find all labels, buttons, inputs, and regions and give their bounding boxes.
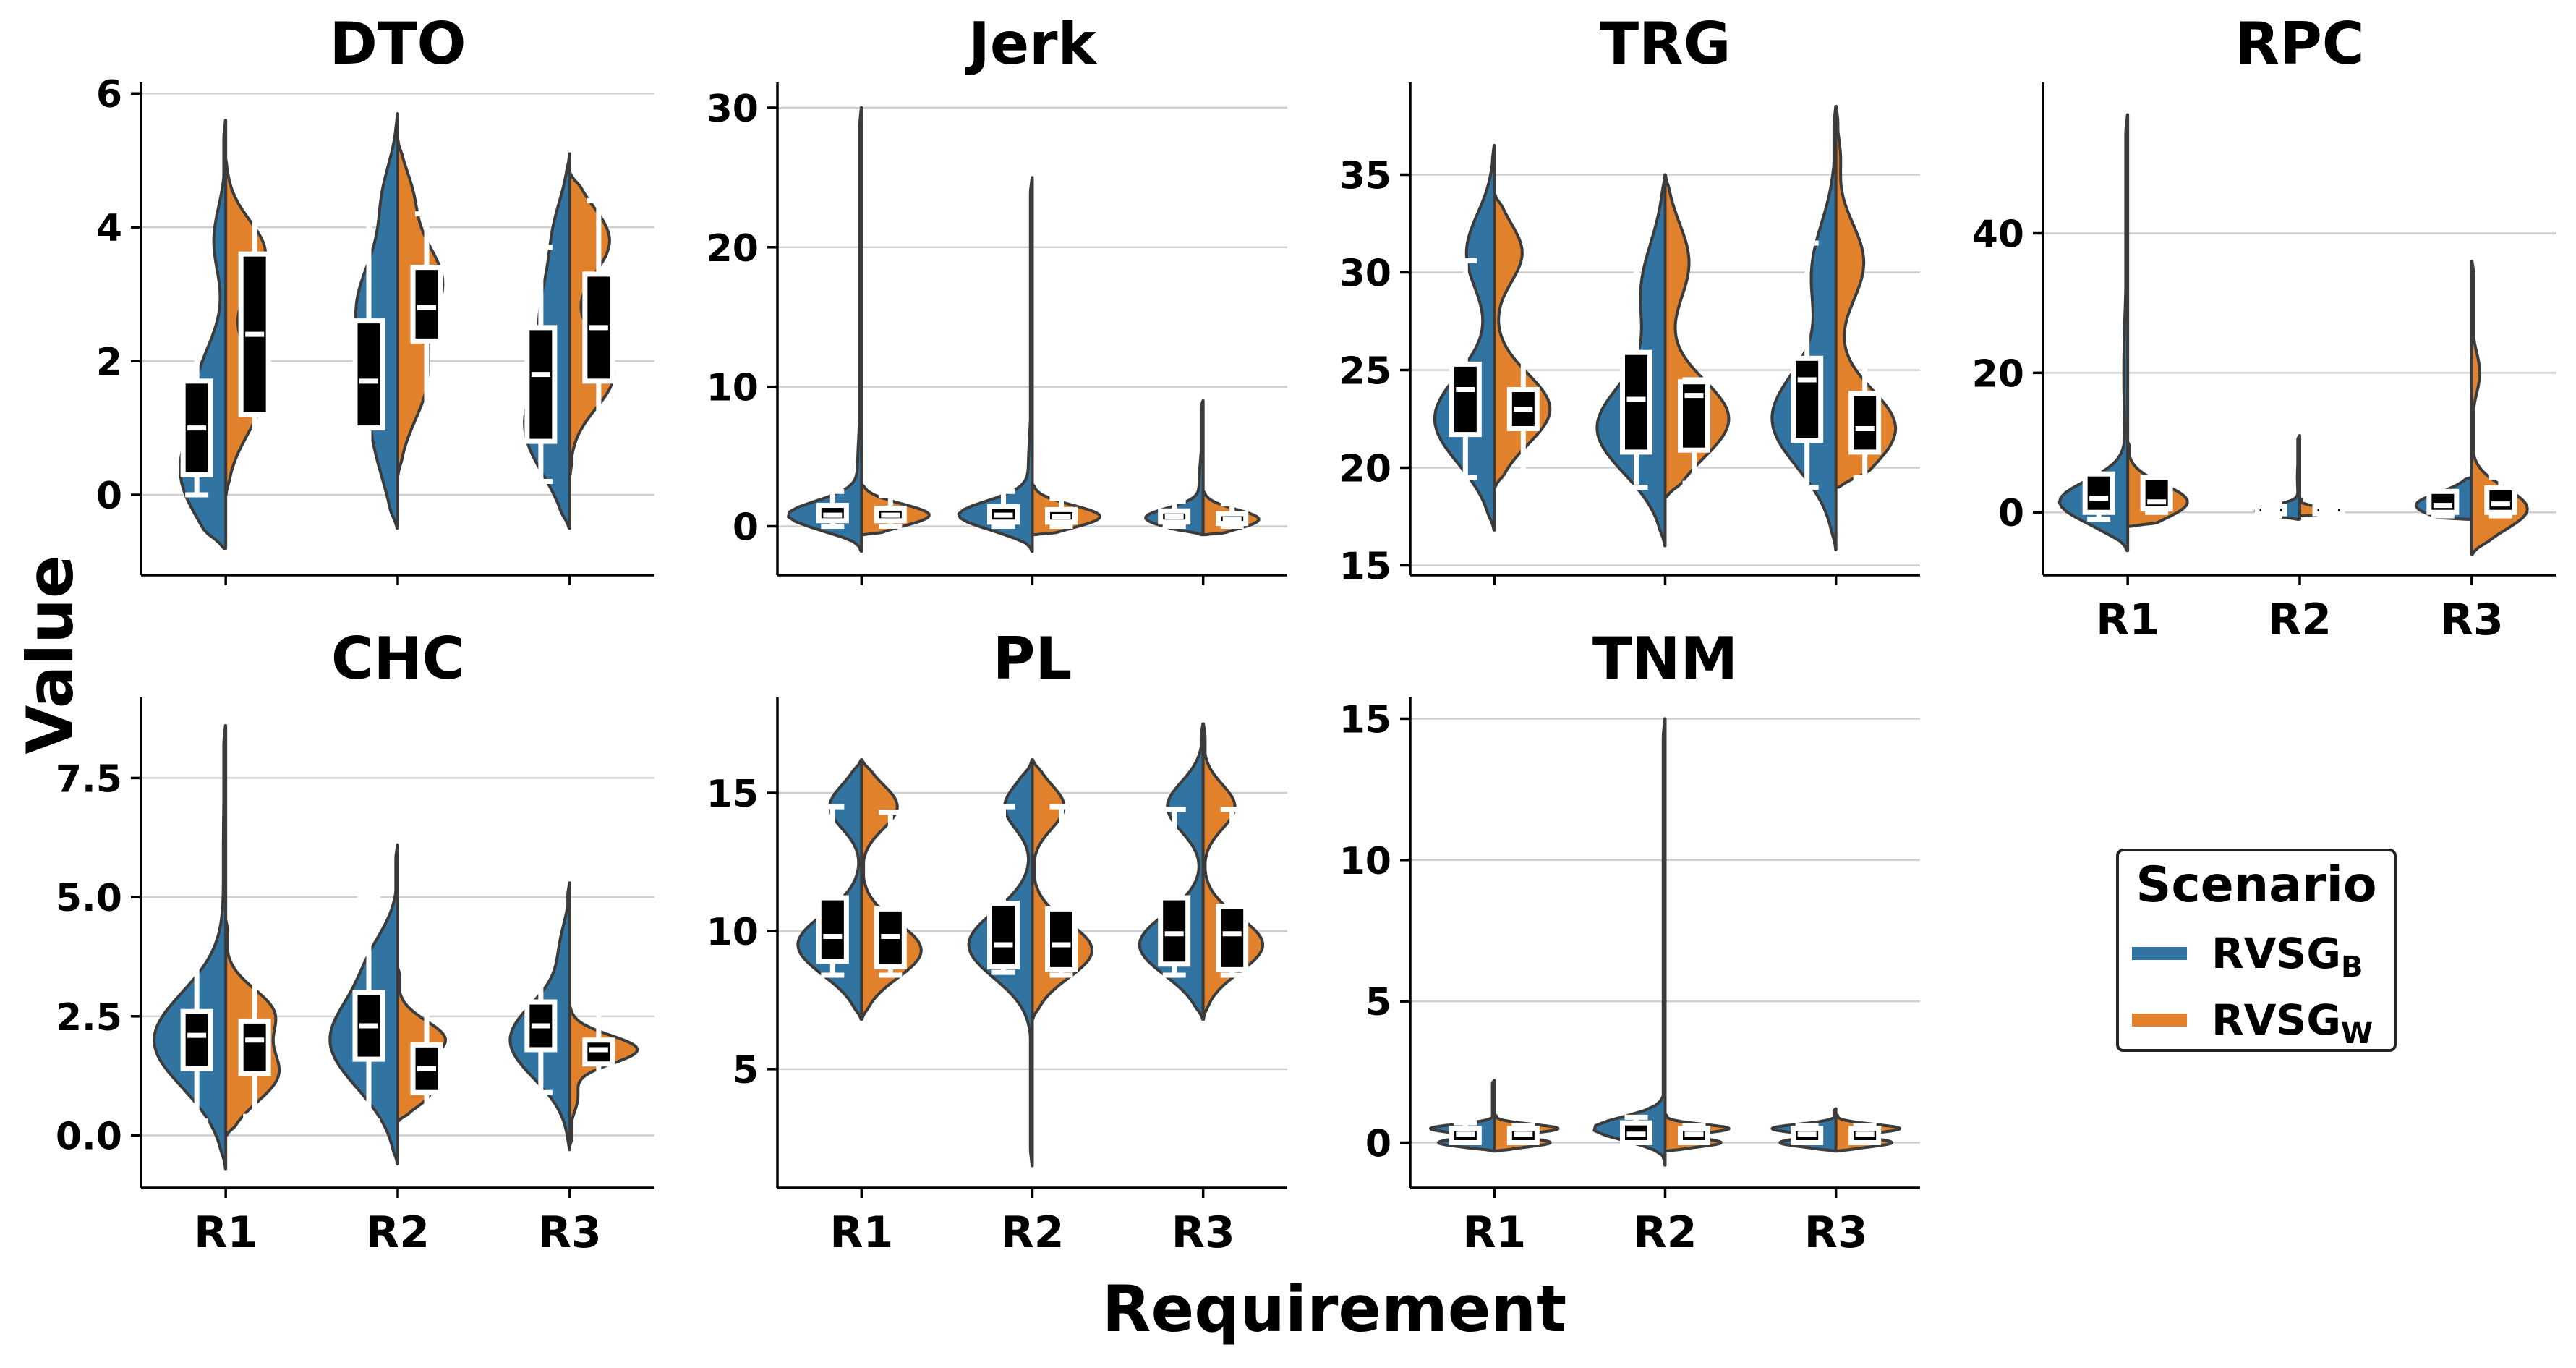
panel-title: PL [993,625,1072,692]
iqr-box [2484,485,2517,515]
iqr-box [816,895,849,964]
violin-half-rvsg_b-r2 [1592,717,1667,1167]
legend-title: Scenario [2136,857,2376,914]
y-tick-label: 15 [1339,698,1391,742]
panel-title: TRG [1600,10,1731,77]
x-tick-label: R3 [1172,1207,1235,1258]
iqr-box [410,265,443,344]
y-tick-label: 0 [96,475,122,518]
y-tick-label: 0 [1365,1122,1391,1165]
violin-half-rvsg_b-r1 [179,119,228,551]
y-tick-label: 5.0 [56,877,122,920]
x-tick-label: R2 [1634,1207,1697,1258]
iqr-box [1791,355,1824,443]
x-tick-label: R3 [1804,1207,1868,1258]
legend-label-rvsg-w: RVSGW [2212,995,2373,1050]
x-tick-label: R3 [538,1207,602,1258]
y-tick-label: 0 [733,506,759,550]
panel-title: DTO [330,10,466,77]
iqr-box [1848,391,1882,455]
y-tick-label: 40 [1972,213,2024,257]
panel-trg: 15 20 25 30 35 TRG [1339,10,1920,589]
iqr-box [2426,488,2460,515]
y-tick-label: 25 [1339,350,1391,394]
iqr-box [180,1008,213,1071]
violin-half-rvsg_w-r3 [568,1005,639,1147]
panel-title: RPC [2235,10,2365,77]
y-tick-label: 30 [707,88,759,131]
iqr-box [1045,906,1078,972]
x-tick-label: R3 [2440,595,2504,645]
iqr-box [1158,895,1191,967]
y-tick-label: 15 [1339,545,1391,589]
x-tick-label: R1 [2096,595,2159,645]
x-tick-label: R1 [194,1207,257,1258]
legend-label-rvsg-b: RVSGB [2212,929,2363,984]
violin-half-rvsg_b-r2 [957,176,1034,553]
violin-half-rvsg_b-r1 [153,723,228,1171]
panel-jerk: 0 10 20 30 Jerk [707,10,1287,585]
y-tick-label: 0.0 [56,1116,122,1159]
panel-title: Jerk [965,10,1097,77]
x-axis-label: Requirement [1102,1272,1566,1346]
iqr-box [1678,379,1710,453]
iqr-box [524,325,558,444]
y-tick-label: 7.5 [56,757,122,801]
y-tick-label: 4 [96,207,122,250]
y-tick-label: 10 [707,911,759,954]
panel-title: TNM [1592,625,1738,692]
iqr-box [352,318,385,431]
iqr-box [2082,471,2115,515]
panel-tnm: 0 5 10 15 R1 R2 R3 TNM [1339,625,1920,1258]
y-tick-label: 5 [733,1049,759,1092]
x-tick-label: R2 [1001,1207,1065,1258]
x-tick-label: R2 [2268,595,2332,645]
panel-title: CHC [331,625,464,692]
panel-dto: 0 2 4 6 DTO [96,10,654,585]
iqr-box [1620,349,1652,455]
y-tick-label: 2 [96,341,122,384]
y-tick-label: 20 [1339,448,1391,491]
violin-half-rvsg_b-r1 [796,758,863,1021]
panel-rpc: 0 20 40 R1 R2 R3 RPC [1972,10,2556,645]
violin-half-rvsg_b-r1 [787,106,863,553]
y-tick-label: 15 [707,773,759,816]
y-tick-label: 20 [1972,352,2024,396]
y-tick-label: 35 [1339,155,1391,198]
y-tick-label: 10 [1339,840,1391,883]
x-tick-label: R1 [1462,1207,1526,1258]
x-tick-label: R2 [366,1207,430,1258]
iqr-box [987,901,1020,970]
x-tick-label: R1 [829,1207,893,1258]
y-tick-label: 2.5 [56,996,122,1040]
iqr-box [1216,904,1249,972]
iqr-box [238,1018,271,1076]
violin-half-rvsg_b-r3 [1144,399,1205,537]
y-tick-label: 6 [96,73,122,116]
y-tick-label: 30 [1339,252,1391,296]
violin-half-rvsg_b-r3 [1770,105,1838,551]
y-tick-label: 10 [707,367,759,410]
panels: 0 2 4 6 DTO 0 10 20 30 Jerk 15 20 25 30 35 TRG 0 20 40 R1 R2… [56,10,2556,1258]
y-tick-label: 5 [1365,981,1391,1024]
iqr-box [1449,361,1482,438]
legend: Scenario RVSGB RVSGW [2116,849,2397,1052]
panel-pl: 5 10 15 R1 R2 R3 PL [707,625,1287,1258]
y-axis-label: Value [13,555,88,754]
legend-frame [2116,849,2397,1052]
panel-chc: 0.0 2.5 5.0 7.5 R1 R2 R3 CHC [56,625,654,1258]
y-tick-label: 20 [707,227,759,271]
violin-half-rvsg_w-r3 [2470,260,2529,556]
y-tick-label: 0 [1998,492,2024,535]
